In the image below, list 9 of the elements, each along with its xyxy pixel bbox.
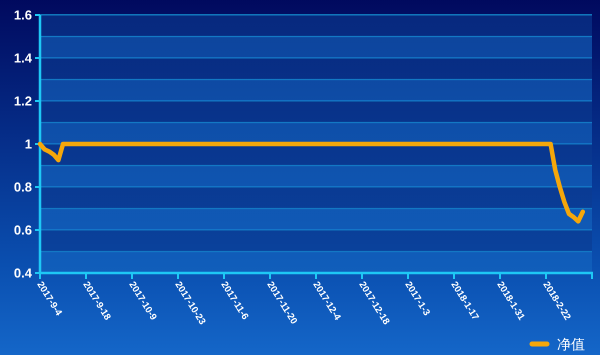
legend-label: 净值 <box>557 336 585 352</box>
y-tick-label: 1.6 <box>14 8 32 22</box>
y-tick-label: 0.8 <box>14 180 32 194</box>
y-tick-label: 0.6 <box>14 222 32 238</box>
y-tick-label: 1.2 <box>14 94 32 108</box>
y-tick-label: 1 <box>24 136 32 152</box>
y-tick-label: 1.4 <box>14 50 33 66</box>
y-tick-label: 0.4 <box>14 266 33 280</box>
line-series <box>38 142 586 224</box>
